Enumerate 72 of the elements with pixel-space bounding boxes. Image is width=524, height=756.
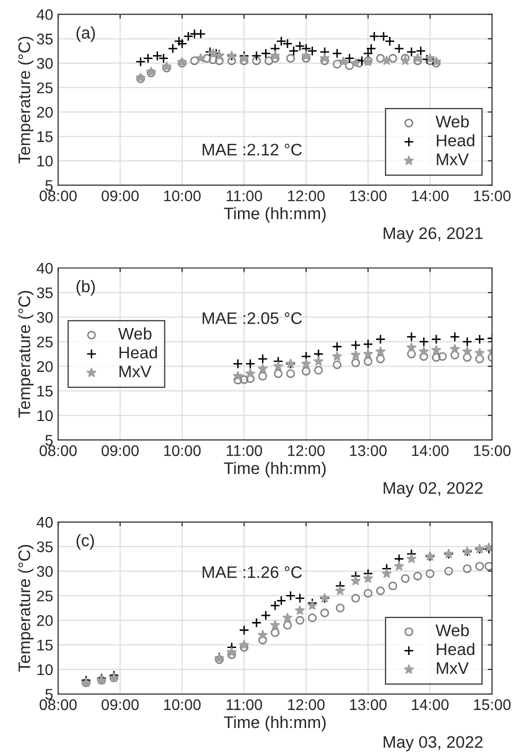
x-tick-label: 10:00	[164, 445, 201, 456]
text: May 26, 2021	[384, 227, 483, 242]
y-tick-label: 40	[36, 262, 53, 274]
x-axis-title: Time (hh:mm)	[224, 716, 326, 732]
x-tick-label: 15:00	[474, 445, 511, 456]
y-tick-label: 10	[37, 410, 53, 422]
x-axis-title: Time (hh:mm)	[224, 207, 326, 223]
x-tick-label: 11:00	[226, 445, 262, 456]
y-tick-label: 30	[36, 58, 53, 69]
y-tick-label: 35	[36, 34, 53, 44]
x-tick-label: 10:00	[164, 190, 201, 202]
legend-label: Head	[120, 346, 157, 358]
y-tick-label: 40	[36, 9, 53, 20]
y-tick-label: 25	[37, 590, 53, 602]
x-tick-label: 12:00	[288, 699, 325, 710]
legend-label: MxV	[436, 662, 469, 674]
annotation: MAE :2.12 °C	[202, 144, 302, 156]
legend-label: MxV	[436, 154, 469, 166]
annotation: (b)	[76, 280, 95, 296]
y-tick-label: 30	[36, 312, 53, 323]
y-tick-label: 35	[36, 541, 53, 552]
y-tick-label: 40	[36, 516, 53, 528]
x-tick-label: 13:00	[350, 190, 387, 202]
y-tick-label: 10	[37, 664, 53, 676]
y-axis-title: Temperature (°C)	[18, 291, 34, 418]
x-tick-label: 09:00	[102, 190, 139, 202]
annotation: MAE :1.26 °C	[202, 566, 302, 578]
x-tick-label: 12:00	[288, 445, 325, 456]
x-tick-label: 08:00	[40, 445, 77, 456]
text: May 03, 2022	[384, 736, 483, 752]
y-tick-label: 20	[37, 615, 53, 626]
y-tick-label: 5	[45, 180, 53, 191]
x-tick-label: 14:00	[412, 445, 449, 456]
legend-label: Web	[436, 624, 469, 636]
legend-label: Head	[436, 134, 474, 146]
x-tick-label: 13:00	[350, 699, 387, 710]
legend-label: Head	[436, 642, 474, 656]
x-tick-label: 09:00	[102, 445, 139, 456]
x-tick-label: 12:00	[288, 190, 325, 202]
y-axis-title: Temperature (°C)	[18, 36, 34, 164]
legend-label: Web	[118, 327, 152, 340]
y-tick-label: 15	[37, 131, 53, 142]
legend-label: MxV	[120, 366, 152, 378]
x-tick-label: 15:00	[474, 190, 511, 202]
x-tick-label: 11:00	[226, 699, 262, 710]
annotation: (a)	[76, 26, 95, 42]
x-tick-label: 10:00	[164, 699, 201, 710]
x-axis-title: Time (hh:mm)	[224, 462, 326, 478]
x-tick-label: 11:00	[226, 190, 262, 202]
x-tick-label: 14:00	[412, 699, 449, 710]
y-axis-title: Temperature (°C)	[18, 545, 34, 672]
annotation: MAE :2.05 °C	[202, 312, 302, 324]
legend-label: Web	[436, 115, 469, 128]
text: May 02, 2022	[384, 482, 483, 498]
x-tick-label: 08:00	[40, 190, 77, 202]
y-tick-label: 5	[45, 435, 53, 446]
y-tick-label: 35	[36, 287, 53, 298]
x-tick-label: 08:00	[40, 699, 77, 710]
y-tick-label: 20	[37, 361, 53, 372]
y-tick-label: 15	[37, 640, 53, 651]
x-tick-label: 13:00	[350, 445, 387, 456]
x-tick-label: 15:00	[474, 699, 511, 710]
x-tick-label: 09:00	[102, 699, 139, 710]
annotation: (c)	[76, 534, 94, 550]
x-tick-label: 14:00	[412, 190, 449, 202]
y-tick-label: 25	[37, 82, 53, 94]
y-tick-label: 20	[37, 106, 53, 118]
y-tick-label: 25	[37, 336, 53, 348]
y-tick-label: 5	[45, 689, 53, 700]
y-tick-label: 30	[36, 566, 53, 577]
y-tick-label: 10	[37, 156, 53, 166]
y-tick-label: 15	[37, 386, 53, 397]
